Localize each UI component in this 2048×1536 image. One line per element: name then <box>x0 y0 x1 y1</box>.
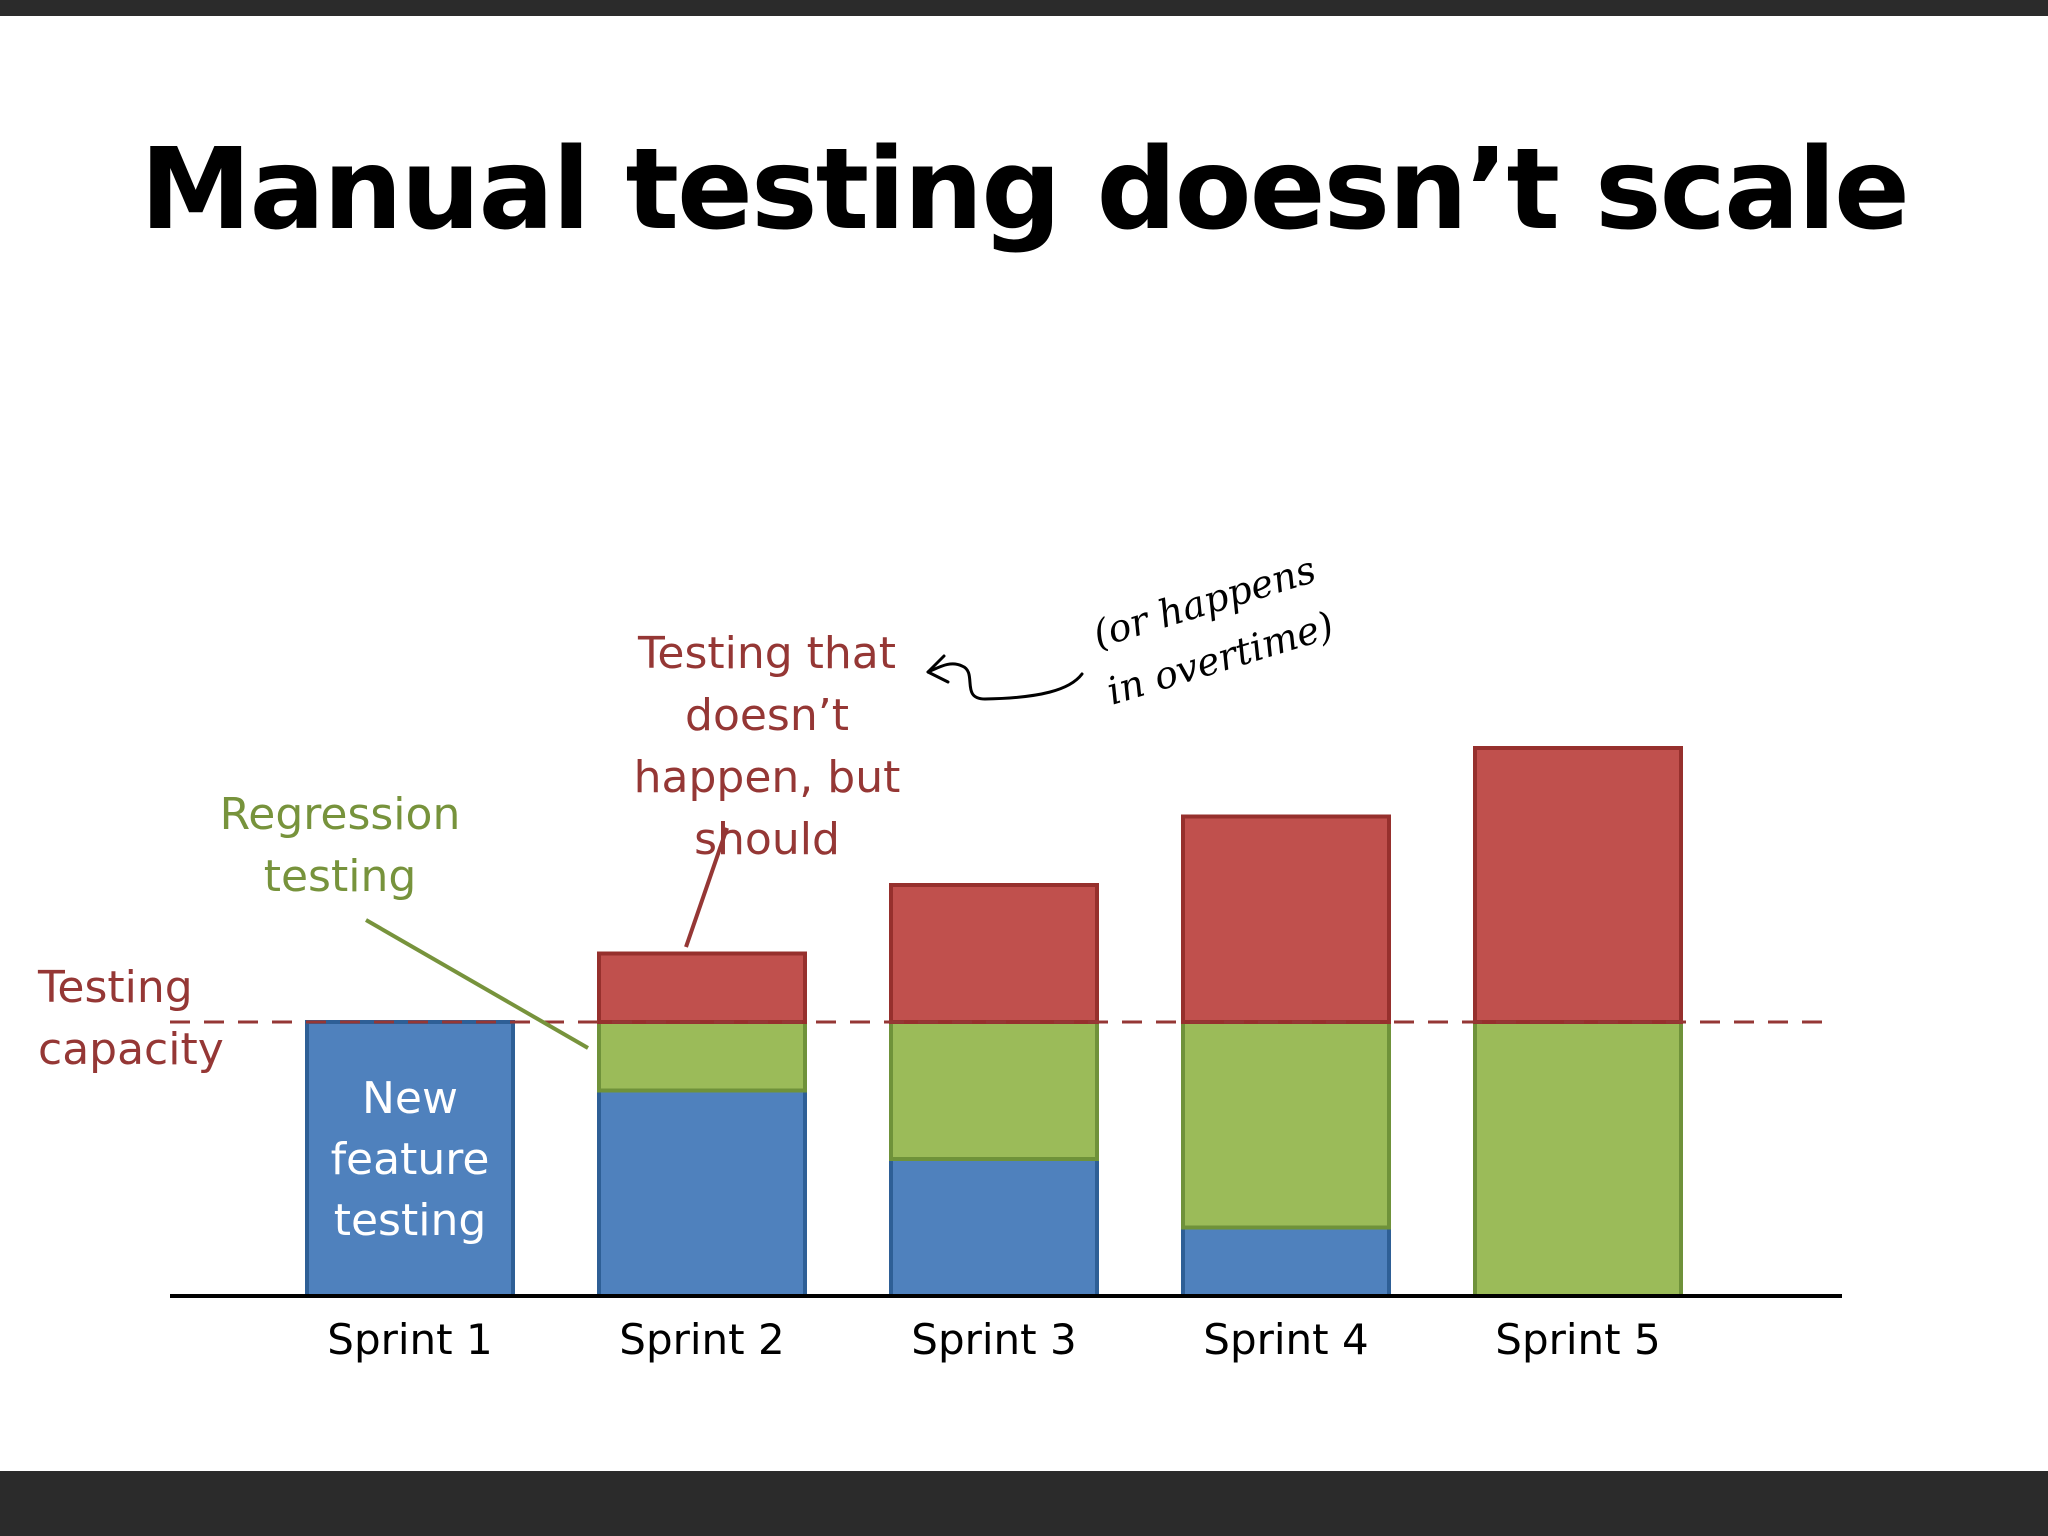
stacked-bar-chart: Sprint 1 Sprint 2 Sprint 3 Sprint 4 Sprint 5… <box>37 547 1842 1364</box>
unhappened-label-line-1: Testing that <box>637 628 896 679</box>
bar-segment-3-sprint-4 <box>1181 814 1391 1024</box>
x-tick-label-5: Sprint 5 <box>1495 1315 1660 1364</box>
bottom-bar <box>0 1471 2048 1536</box>
unhappened-leader-line <box>684 827 729 948</box>
bar-segment-2-sprint-4 <box>1181 1020 1391 1230</box>
x-tick-label-1: Sprint 1 <box>327 1315 492 1364</box>
bar-segment-2-sprint-3 <box>889 1020 1099 1161</box>
handwritten-arrow <box>926 662 1084 701</box>
x-tick-label-2: Sprint 2 <box>619 1315 784 1364</box>
top-bar <box>0 0 2048 16</box>
bar-segment-3-sprint-3 <box>889 883 1099 1024</box>
bar-label-line-1: New <box>362 1073 458 1124</box>
bar-segment-3-sprint-5 <box>1473 746 1683 1024</box>
x-tick-label-4: Sprint 4 <box>1203 1315 1368 1364</box>
bar-segment-3-sprint-2 <box>597 951 807 1024</box>
unhappened-label-line-3: happen, but <box>634 752 901 803</box>
capacity-label-line-1: Testing <box>37 962 193 1013</box>
bar-segment-1-sprint-4 <box>1181 1225 1391 1298</box>
unhappened-label-line-2: doesn’t <box>685 690 849 741</box>
bar-segment-2-sprint-5 <box>1473 1020 1683 1298</box>
regression-leader-line <box>365 918 589 1050</box>
regression-label-line-2: testing <box>264 851 417 902</box>
bar-segment-1-sprint-1 <box>305 1020 515 1298</box>
handwritten-arrowhead <box>926 654 950 684</box>
bar-label-line-3: testing <box>334 1195 487 1246</box>
x-tick-label-3: Sprint 3 <box>911 1315 1076 1364</box>
capacity-label-line-2: capacity <box>38 1024 224 1075</box>
regression-label-line-1: Regression <box>220 789 461 840</box>
bar-segment-2-sprint-2 <box>597 1020 807 1093</box>
bar-segment-1-sprint-3 <box>889 1157 1099 1298</box>
bar-label-line-2: feature <box>331 1134 490 1185</box>
bar-segment-1-sprint-2 <box>597 1088 807 1298</box>
slide-title: Manual testing doesn’t scale <box>140 125 1910 255</box>
